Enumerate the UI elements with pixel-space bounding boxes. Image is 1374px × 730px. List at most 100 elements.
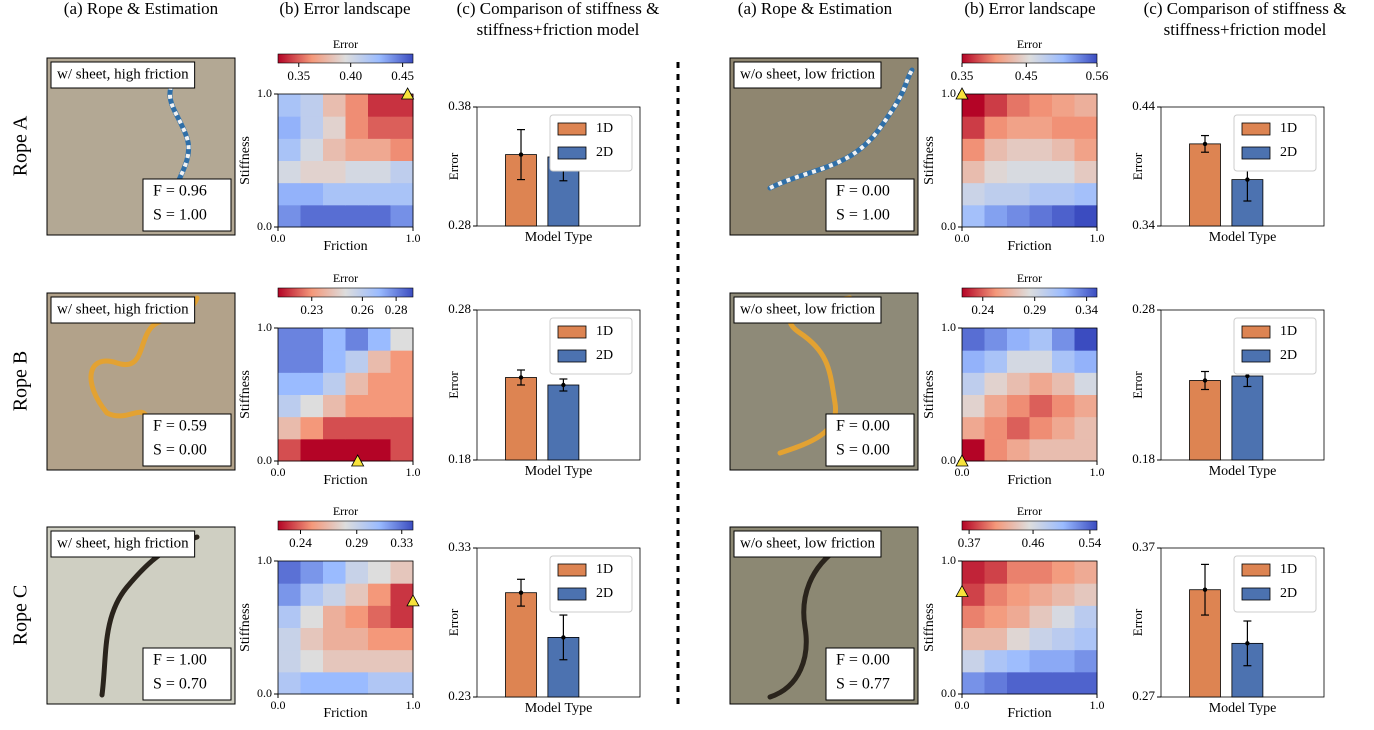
x-axis-label: Model Type [525, 464, 593, 479]
colorbar [277, 520, 414, 531]
heatmap-cell [323, 438, 346, 462]
heatmap-cell [1029, 438, 1053, 462]
heatmap-cell [984, 94, 1008, 117]
error-bar-point [518, 375, 524, 380]
heatmap-cell [390, 116, 414, 139]
heatmap-cell [345, 182, 369, 206]
heatmap-cell [984, 160, 1008, 184]
estimate-box [825, 647, 915, 701]
y-axis-label: Error [446, 152, 461, 180]
error-bar-point [561, 382, 566, 388]
y-axis-label: Stiffness [922, 136, 937, 185]
heatmap-cell [984, 583, 1008, 606]
colorbar-tick-label: 0.40 [339, 68, 362, 83]
heatmap-cell [323, 138, 346, 161]
heatmap-cell [1029, 605, 1053, 628]
heatmap-cell [1074, 561, 1098, 584]
heatmap-cell [345, 627, 369, 651]
x-axis-label: Model Type [1209, 464, 1277, 479]
heatmap-cell [1052, 350, 1075, 373]
y-tick-label: 0.0 [941, 219, 956, 233]
photo-label-box [50, 61, 196, 89]
heatmap-cell [1074, 116, 1098, 139]
heatmap-cell [368, 350, 391, 373]
heatmap-cell [323, 394, 346, 418]
heatmap-cell [300, 416, 324, 440]
legend-swatch [1241, 587, 1271, 601]
heatmap-cell [300, 394, 324, 418]
heatmap-cell [1052, 372, 1075, 395]
photo-label: w/ sheet, high friction [57, 535, 189, 551]
heatmap-cell [984, 372, 1008, 395]
heatmap-cell [962, 671, 985, 695]
colorbar-tick-label: 0.37 [958, 535, 981, 550]
heatmap-cell [368, 671, 391, 695]
heatmap-cell [1074, 671, 1098, 695]
x-axis-label: Friction [1007, 239, 1051, 254]
heatmap-cell [1007, 160, 1030, 184]
rope [767, 544, 843, 700]
x-axis-label: Model Type [1209, 701, 1277, 716]
heatmap-cell [300, 627, 324, 651]
heatmap-cell [345, 350, 369, 373]
error-bar-point [1202, 378, 1208, 383]
error-bar-point [1245, 641, 1250, 646]
heatmap-cell [1052, 160, 1075, 184]
heatmap-cell [323, 627, 346, 651]
error-bar [559, 614, 568, 661]
heatmap-cell [962, 627, 985, 651]
colorbar-label: Error [333, 271, 358, 285]
heatmap-cell [962, 438, 985, 462]
error-bar [517, 578, 526, 607]
colorbar [277, 287, 414, 298]
photo-label: w/ sheet, high friction [57, 301, 189, 317]
heatmap-cell [1029, 328, 1053, 351]
x-tick-label: 1.0 [1090, 231, 1105, 245]
heatmap-cell [300, 160, 324, 184]
colorbar-label: Error [333, 504, 358, 518]
x-tick-label: 1.0 [406, 231, 421, 245]
bar [1189, 143, 1221, 227]
heatmap-cell [984, 438, 1008, 462]
heatmap-cell [984, 649, 1008, 673]
heatmap-cell [390, 350, 414, 373]
heatmap-cell [962, 605, 985, 628]
heatmap-cell [323, 583, 346, 606]
y-axis-label: Stiffness [238, 603, 253, 652]
x-axis-label: Friction [323, 239, 367, 254]
heatmap-cell [390, 372, 414, 395]
heatmap-cell [345, 649, 369, 673]
heatmap-cell [390, 583, 414, 606]
heatmap-cell [345, 328, 369, 351]
heatmap-cell [1029, 671, 1053, 695]
heatmap-cell [300, 350, 324, 373]
legend-swatch [1241, 146, 1271, 160]
heatmap-cell [1007, 627, 1030, 651]
heatmap-cell [300, 204, 324, 228]
heatmap-cell [1052, 394, 1075, 418]
y-tick-label: 0.44 [1132, 98, 1155, 113]
y-tick-label: 1.0 [941, 553, 956, 567]
y-tick-label: 1.0 [257, 320, 272, 334]
heatmap-cell [1029, 116, 1053, 139]
colorbar-tick-label: 0.29 [345, 535, 368, 550]
y-axis-label: Error [1130, 152, 1145, 180]
x-axis-label: Friction [1007, 706, 1051, 721]
heatmap-cell [345, 204, 369, 228]
heatmap-cell [1074, 649, 1098, 673]
heatmap-cell [345, 94, 369, 117]
rope [767, 67, 915, 191]
heatmap-cell [1029, 182, 1053, 206]
heatmap-cell [1029, 649, 1053, 673]
heatmap-cell [323, 160, 346, 184]
heatmap-cell [390, 605, 414, 628]
heatmap-cell [1007, 204, 1030, 228]
legend-swatch [557, 325, 587, 339]
heatmap-cell [1074, 350, 1098, 373]
colorbar [961, 520, 1098, 531]
heatmap-cell [300, 583, 324, 606]
heatmap-cell [1029, 138, 1053, 161]
heatmap-cell [1029, 627, 1053, 651]
heatmap-cell [278, 116, 301, 139]
heatmap-cell [345, 416, 369, 440]
